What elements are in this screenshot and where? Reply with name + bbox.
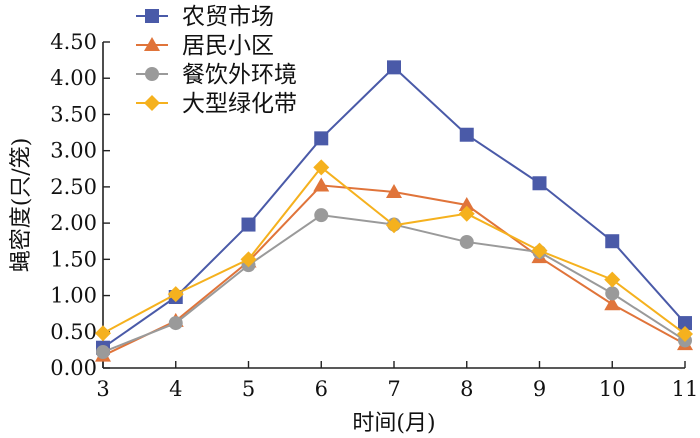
series-square — [96, 60, 692, 355]
data-point — [458, 205, 475, 222]
data-point — [532, 176, 547, 191]
legend-label: 大型绿化带 — [182, 91, 297, 117]
data-point — [313, 177, 330, 192]
x-tick-label: 10 — [599, 377, 626, 401]
y-tick-label: 1.00 — [50, 284, 97, 308]
y-tick-label: 4.50 — [50, 30, 97, 54]
x-tick-label: 8 — [460, 377, 473, 401]
axes: 0.00 0.50 1.00 1.50 2.00 2.50 3.00 3.50 4.00 4.50… — [50, 30, 698, 401]
data-point — [240, 251, 257, 268]
data-point — [678, 316, 692, 331]
x-tick-label: 3 — [96, 377, 109, 401]
legend-item: 餐饮外环境 — [136, 62, 297, 88]
y-tick-label: 3.50 — [50, 102, 97, 126]
data-point — [95, 325, 111, 342]
x-axis-title: 时间(月) — [352, 411, 435, 436]
x-tick-label: 9 — [533, 377, 546, 401]
legend-marker — [144, 95, 160, 111]
data-point — [96, 345, 110, 360]
data-point — [459, 127, 474, 142]
x-tick-label: 7 — [387, 377, 400, 401]
data-point — [531, 242, 548, 259]
data-point — [459, 234, 474, 249]
y-tick-label: 2.50 — [50, 175, 97, 199]
data-point — [313, 159, 330, 176]
series-diamond — [95, 159, 693, 342]
legend-marker — [145, 67, 159, 81]
legend-label: 居民小区 — [182, 33, 274, 59]
y-axis-title: 蝇密度(只/笼) — [9, 138, 34, 273]
series-layer — [95, 60, 693, 362]
x-tick-label: 11 — [672, 377, 699, 401]
y-tick-label: 2.00 — [50, 211, 97, 235]
data-point — [604, 296, 621, 311]
series-line — [102, 184, 686, 357]
data-point — [604, 271, 621, 288]
legend-item: 大型绿化带 — [136, 91, 297, 117]
data-point — [605, 286, 620, 301]
data-point — [605, 234, 620, 249]
data-point — [386, 217, 402, 234]
data-point — [167, 286, 184, 303]
legend-marker — [145, 9, 159, 23]
x-tick-label: 4 — [169, 377, 182, 401]
x-tick-label: 6 — [315, 377, 328, 401]
legend-label: 农贸市场 — [182, 4, 274, 30]
data-point — [387, 60, 401, 75]
data-point — [677, 325, 693, 342]
legend-item: 居民小区 — [136, 33, 274, 59]
series-triangle — [95, 177, 693, 362]
data-point — [241, 217, 256, 232]
x-tick-label: 5 — [242, 377, 255, 401]
legend-marker — [144, 37, 160, 51]
y-tick-label: 0.50 — [50, 320, 97, 344]
data-point — [314, 131, 329, 146]
y-tick-label: 4.00 — [50, 66, 97, 90]
data-point — [458, 197, 475, 211]
data-point — [168, 316, 183, 331]
data-point — [314, 208, 329, 223]
y-tick-label: 1.50 — [50, 247, 97, 271]
legend-item: 农贸市场 — [136, 4, 274, 30]
legend-label: 餐饮外环境 — [182, 62, 297, 88]
y-tick-label: 0.00 — [50, 356, 97, 380]
y-tick-label: 3.00 — [50, 139, 97, 163]
data-point — [386, 183, 402, 198]
